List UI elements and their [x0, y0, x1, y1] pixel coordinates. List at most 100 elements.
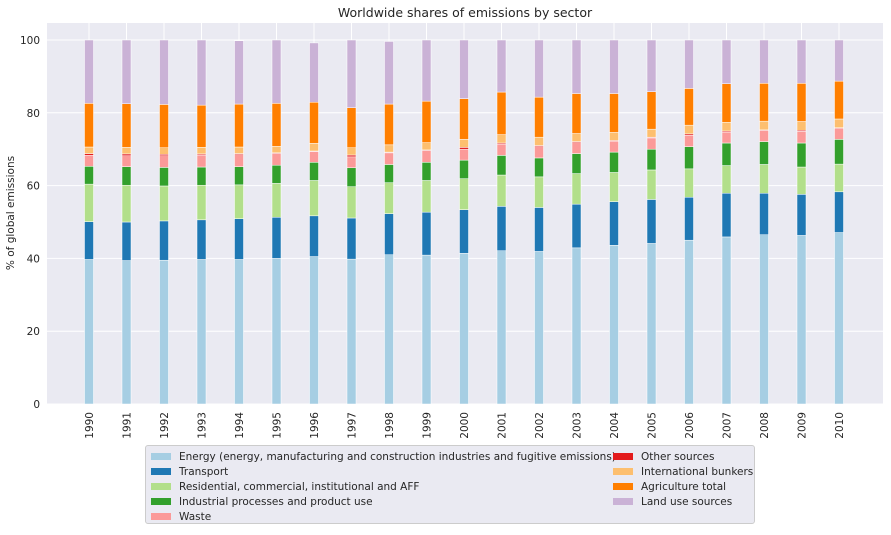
bar-segment: [159, 220, 169, 261]
bar-segment: [309, 151, 319, 163]
bar-segment: [721, 192, 732, 238]
bar-segment: [609, 140, 619, 153]
bar-segment: [234, 103, 244, 148]
bar-segment: [571, 142, 582, 154]
bar-segment: [721, 236, 732, 405]
bar-segment: [421, 254, 432, 405]
bar-segment: [234, 40, 244, 105]
bar-segment: [196, 219, 207, 260]
bar-segment: [384, 144, 394, 153]
bar-segment: [309, 143, 319, 152]
bar-segment: [684, 196, 694, 241]
x-tick-label: 1991: [122, 412, 134, 439]
y-axis-label: % of global emissions: [5, 156, 17, 270]
bar-segment: [459, 253, 469, 405]
legend-label: Land use sources: [641, 495, 733, 508]
bar-segment: [421, 180, 432, 213]
bar-segment: [534, 176, 544, 208]
bar-segment: [496, 206, 507, 252]
bar-segment: [834, 128, 844, 140]
bar-segment: [571, 39, 582, 94]
bar-segment: [84, 103, 94, 148]
bar-segment: [421, 39, 432, 102]
bar-segment: [421, 211, 432, 256]
legend-swatch: [151, 513, 171, 520]
x-tick-label: 1995: [272, 412, 284, 439]
bar-segment: [796, 121, 807, 131]
bar-segment: [721, 142, 732, 166]
bar-segment: [459, 98, 469, 140]
bar-segment: [271, 164, 282, 184]
y-tick-label: 80: [27, 108, 40, 120]
legend-item: Energy (energy, manufacturing and constr…: [151, 449, 616, 464]
legend-swatch: [613, 483, 633, 490]
bar-segment: [121, 103, 132, 148]
x-axis-ticks: 1990 1991 1992 1993 1994 1995 1996 1997 1998 1999…: [84, 412, 846, 439]
x-tick-label: 2006: [684, 412, 696, 439]
bar-segment: [496, 250, 507, 405]
bar-segment: [234, 146, 244, 154]
bar-segment: [196, 104, 207, 148]
bar-segment: [234, 166, 244, 186]
bar-segment: [796, 235, 807, 405]
bar-segment: [459, 147, 469, 150]
bar-segment: [834, 118, 844, 128]
legend-label: Residential, commercial, institutional a…: [179, 480, 420, 493]
x-tick-label: 2010: [834, 412, 846, 439]
x-tick-label: 2007: [722, 412, 734, 439]
x-tick-label: 2001: [497, 412, 509, 439]
bar-segment: [721, 131, 732, 144]
x-tick-label: 2005: [647, 412, 659, 439]
bar-segment: [796, 131, 807, 144]
bar-segment: [609, 201, 619, 246]
bar-segment: [384, 182, 394, 214]
bar-segment: [84, 259, 94, 405]
bar-segment: [759, 39, 769, 84]
bar-segment: [346, 217, 357, 260]
bar-segment: [121, 153, 132, 157]
bar-segment: [571, 133, 582, 142]
bar-segment: [234, 184, 244, 219]
bar-segment: [121, 184, 132, 223]
legend-item: Transport: [151, 464, 228, 479]
bar-segment: [309, 101, 319, 144]
bar-segment: [796, 83, 807, 122]
bar-segment: [421, 150, 432, 163]
bar-segment: [609, 172, 619, 202]
bar-segment: [646, 199, 657, 244]
bar-segment: [796, 142, 807, 168]
bar-segment: [571, 173, 582, 205]
x-tick-label: 1992: [159, 412, 171, 439]
legend-item: Agriculture total: [613, 479, 726, 494]
legend-swatch: [613, 453, 633, 460]
legend-swatch: [151, 498, 171, 505]
bar-segment: [609, 93, 619, 133]
bars: [84, 39, 844, 405]
legend-item: Industrial processes and product use: [151, 494, 373, 509]
y-axis-ticks: 0 20 40 60 80 100: [20, 35, 40, 411]
legend-label: Other sources: [641, 450, 715, 463]
bar-segment: [421, 100, 432, 143]
bar-segment: [534, 146, 544, 159]
legend-label: Energy (energy, manufacturing and constr…: [179, 450, 616, 463]
bar-segment: [84, 146, 94, 154]
bar-segment: [646, 91, 657, 130]
legend-item: Other sources: [613, 449, 715, 464]
x-tick-label: 1994: [234, 412, 246, 439]
bar-segment: [271, 217, 282, 259]
bar-segment: [684, 168, 694, 198]
x-tick-label: 1999: [422, 412, 434, 439]
bar-segment: [834, 191, 844, 233]
bar-segment: [609, 132, 619, 141]
bar-segment: [646, 169, 657, 200]
bar-segment: [84, 221, 94, 260]
bar-segment: [346, 147, 357, 156]
bar-segment: [159, 259, 169, 405]
bar-segment: [196, 166, 207, 186]
bar-segment: [421, 162, 432, 181]
bar-segment: [121, 155, 132, 167]
x-tick-label: 2003: [572, 412, 584, 439]
bar-segment: [534, 251, 544, 405]
